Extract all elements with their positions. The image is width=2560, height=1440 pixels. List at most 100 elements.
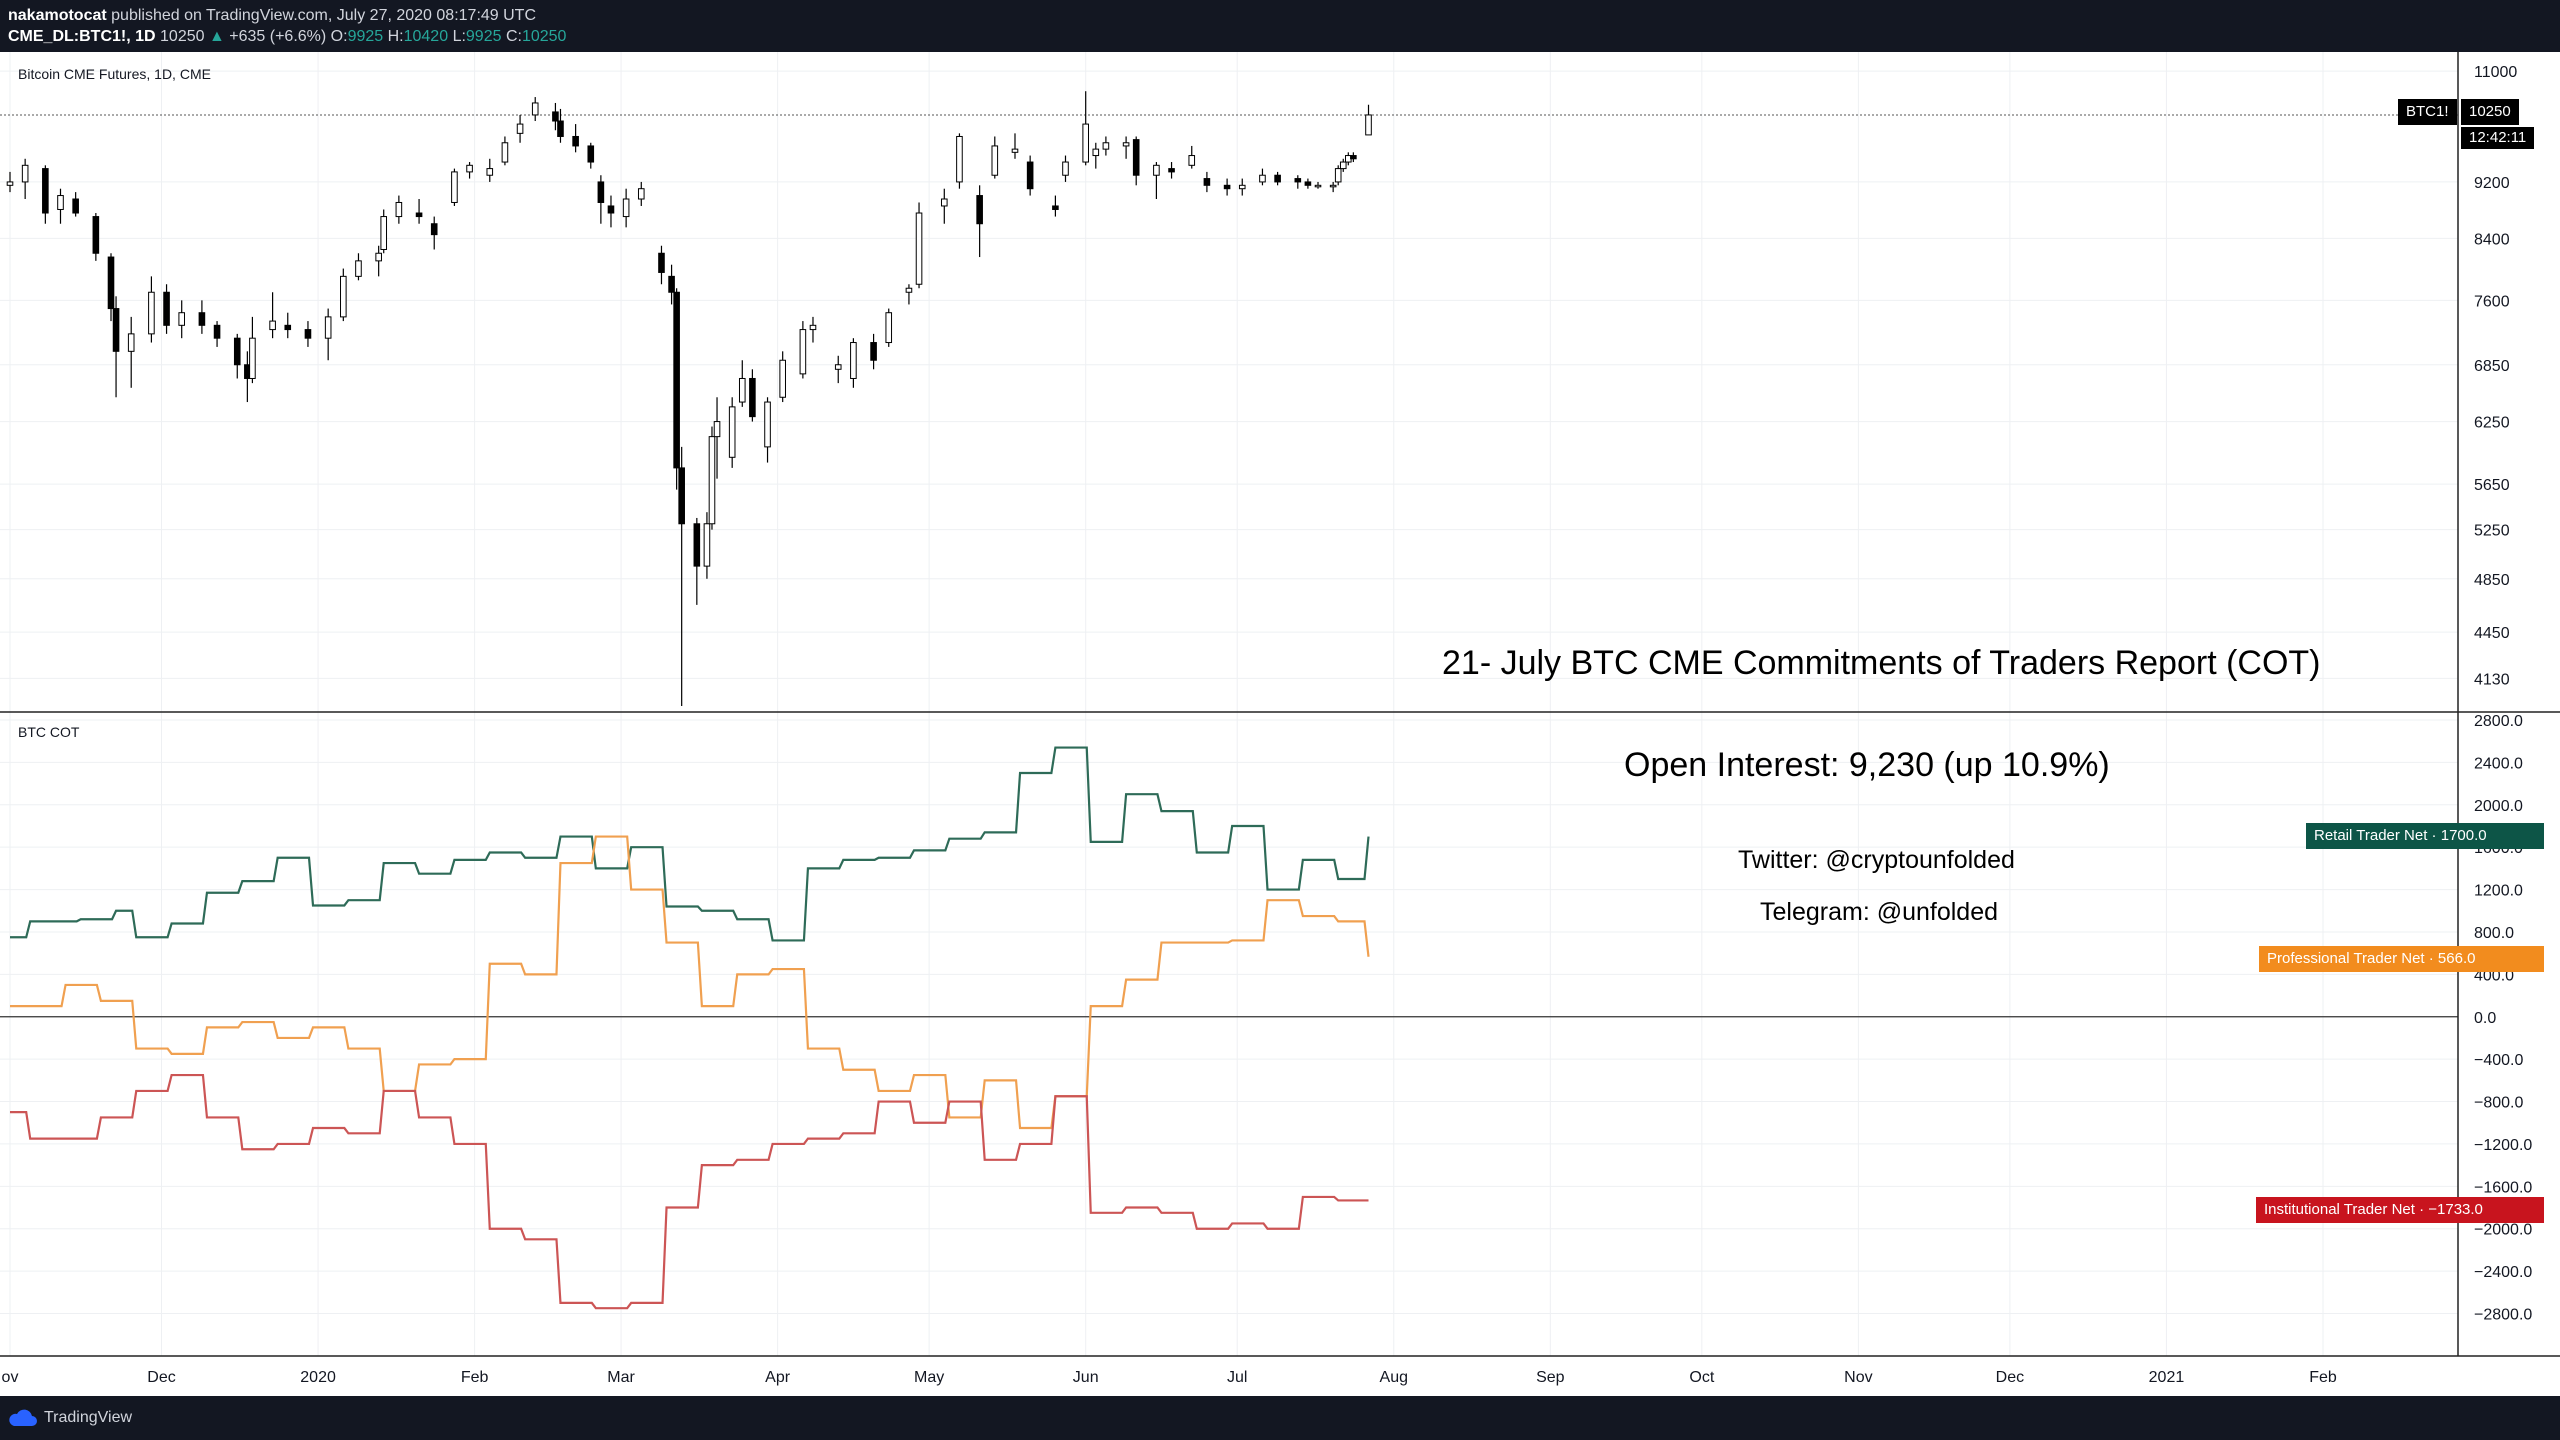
chart-canvas[interactable]: ov Dec 2020 Feb Mar Apr May Jun Jul Aug Sep Oct Nov D… [0,52,2560,1396]
bar-countdown-tag: 12:42:11 [2461,127,2535,149]
candle-body [466,164,473,173]
candle [673,288,680,490]
candle [809,316,817,343]
cot-pane-title[interactable]: BTC COT [18,724,80,740]
candle-body [57,195,64,210]
candle [572,124,579,153]
price-pane-title[interactable]: Bitcoin CME Futures, 1D, CME [18,66,211,82]
candle [1365,104,1372,136]
x-tick-label: Feb [2309,1369,2337,1386]
candle-body [430,223,438,236]
candle-body [1168,168,1175,173]
candle [728,397,736,468]
candle [198,300,206,334]
cot-tick-label: −1600.0 [2474,1179,2532,1196]
candle [1329,181,1337,193]
high-label: H: [387,28,404,45]
candle [607,195,615,228]
candle [57,188,64,224]
tradingview-logo[interactable]: TradingView [6,1406,132,1430]
professional-tag-value: 566.0 [2437,950,2476,967]
candle [870,333,877,370]
cot-tick-label: 2800.0 [2474,713,2523,730]
publisher-name[interactable]: nakamotocat [8,7,107,24]
x-tick-label: Dec [1996,1369,2024,1386]
candle-body [850,342,857,379]
candle-body [870,342,877,361]
candle-body [340,275,347,318]
open-interest-text: Open Interest: 9,230 (up 10.9%) [1624,746,2110,784]
cot-series-line [10,746,1370,942]
x-tick-label: Mar [607,1369,635,1386]
candle-body [658,252,665,273]
candle [1203,171,1211,193]
candle [1082,91,1089,166]
candle [738,360,746,407]
candle-body [1223,184,1231,190]
candle [148,276,155,343]
candle [112,296,120,398]
cot-tick-label: 1200.0 [2474,883,2523,900]
candle-body [148,291,155,335]
candle [1132,136,1140,186]
candle [956,133,963,189]
price-axes: ov Dec 2020 Feb Mar Apr May Jun Jul Aug Sep Oct Nov D… [0,52,2560,1386]
candle [92,213,100,261]
candle [1274,171,1281,186]
candle-body [572,135,579,147]
x-tick-label: May [914,1369,944,1386]
candle [1153,162,1160,200]
x-tick-label: Jul [1227,1369,1247,1386]
professional-tag-name: Professional Trader Net [2267,950,2425,967]
candle [107,253,115,322]
candle-body [809,324,817,331]
retail-tag: Retail Trader Net · 1700.0 [2306,823,2544,849]
candle-body [178,312,186,326]
report-title: 21- July BTC CME Commitments of Traders … [1442,644,2321,682]
candle-body [375,252,382,262]
candle [587,142,595,169]
candle-body [112,308,120,352]
candle-body [324,316,332,339]
price-tick-label: 4850 [2474,572,2510,589]
candle-body [163,291,170,326]
candle-body [249,337,256,379]
candle [976,185,983,258]
cot-tick-label: −800.0 [2474,1095,2523,1112]
candle-body [451,171,458,203]
candle [284,312,292,339]
candle [915,202,923,289]
x-tick-label: 2021 [2149,1369,2185,1386]
candle-body [940,198,948,207]
candle-body [107,256,115,310]
institutional-tag-name: Institutional Trader Net [2264,1201,2415,1218]
candle [678,446,685,706]
candle-body [708,436,716,525]
open-value: 9925 [347,28,384,45]
cot-tick-label: −400.0 [2474,1052,2523,1069]
last-price-symbol: BTC1! [2406,103,2449,120]
symbol-legend: CME_DL:BTC1!, 1D 10250 ▲ +635 (+6.6%) O:… [8,28,566,46]
candle-body [1238,184,1246,190]
price-tick-label: 4450 [2474,625,2510,642]
candle [486,158,494,182]
candle [693,517,701,605]
candle-body [395,201,403,218]
symbol-name[interactable]: CME_DL:BTC1!, 1D [8,28,156,45]
cot-tick-label: −2000.0 [2474,1222,2532,1239]
chart-area[interactable]: ov Dec 2020 Feb Mar Apr May Jun Jul Aug Sep Oct Nov D… [0,52,2560,1396]
price-tick-label: 8400 [2474,231,2510,248]
candle [834,355,842,384]
candle-body [728,406,736,458]
candle-body [380,216,388,250]
candle [355,253,362,281]
candle [269,292,276,339]
price-tick-label: 11000 [2474,64,2517,81]
candle [451,168,458,206]
candle-body [531,102,539,116]
candle [304,321,312,347]
candle [6,171,14,193]
candle-body [516,123,524,134]
price-tick-label: 6850 [2474,358,2510,375]
price-tick-label: 9200 [2474,175,2510,192]
